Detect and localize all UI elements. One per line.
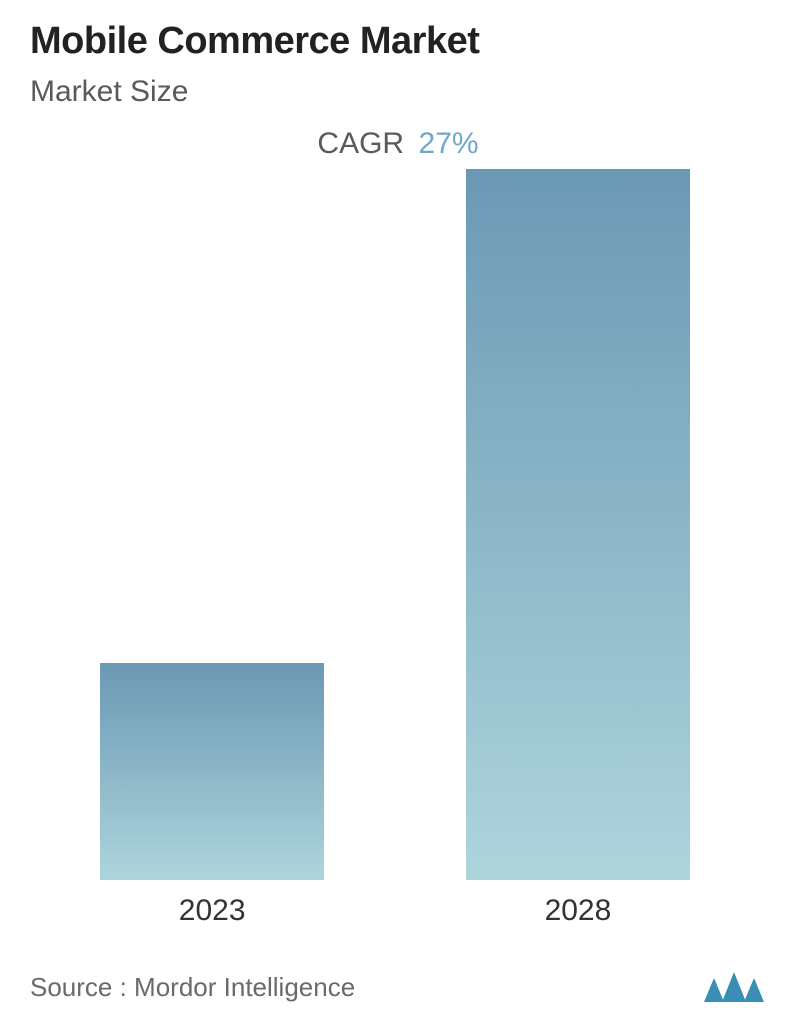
source-text: Source : Mordor Intelligence <box>30 972 355 1003</box>
bar-2023 <box>100 663 324 880</box>
chart-plot-area <box>30 169 766 880</box>
brand-logo-icon <box>702 970 766 1004</box>
footer: Source : Mordor Intelligence <box>30 970 766 1004</box>
x-label-2028: 2028 <box>466 894 690 928</box>
chart-container: Mobile Commerce Market Market Size CAGR … <box>0 0 796 1034</box>
cagr-label: CAGR <box>317 127 404 160</box>
x-label-2023: 2023 <box>100 894 324 928</box>
chart-title: Mobile Commerce Market <box>30 20 766 63</box>
chart-subtitle: Market Size <box>30 75 766 109</box>
x-axis-labels: 2023 2028 <box>30 894 766 934</box>
cagr-line: CAGR 27% <box>30 127 766 161</box>
bar-2028 <box>466 169 690 880</box>
cagr-value: 27% <box>419 127 479 160</box>
bars-group <box>30 169 766 880</box>
